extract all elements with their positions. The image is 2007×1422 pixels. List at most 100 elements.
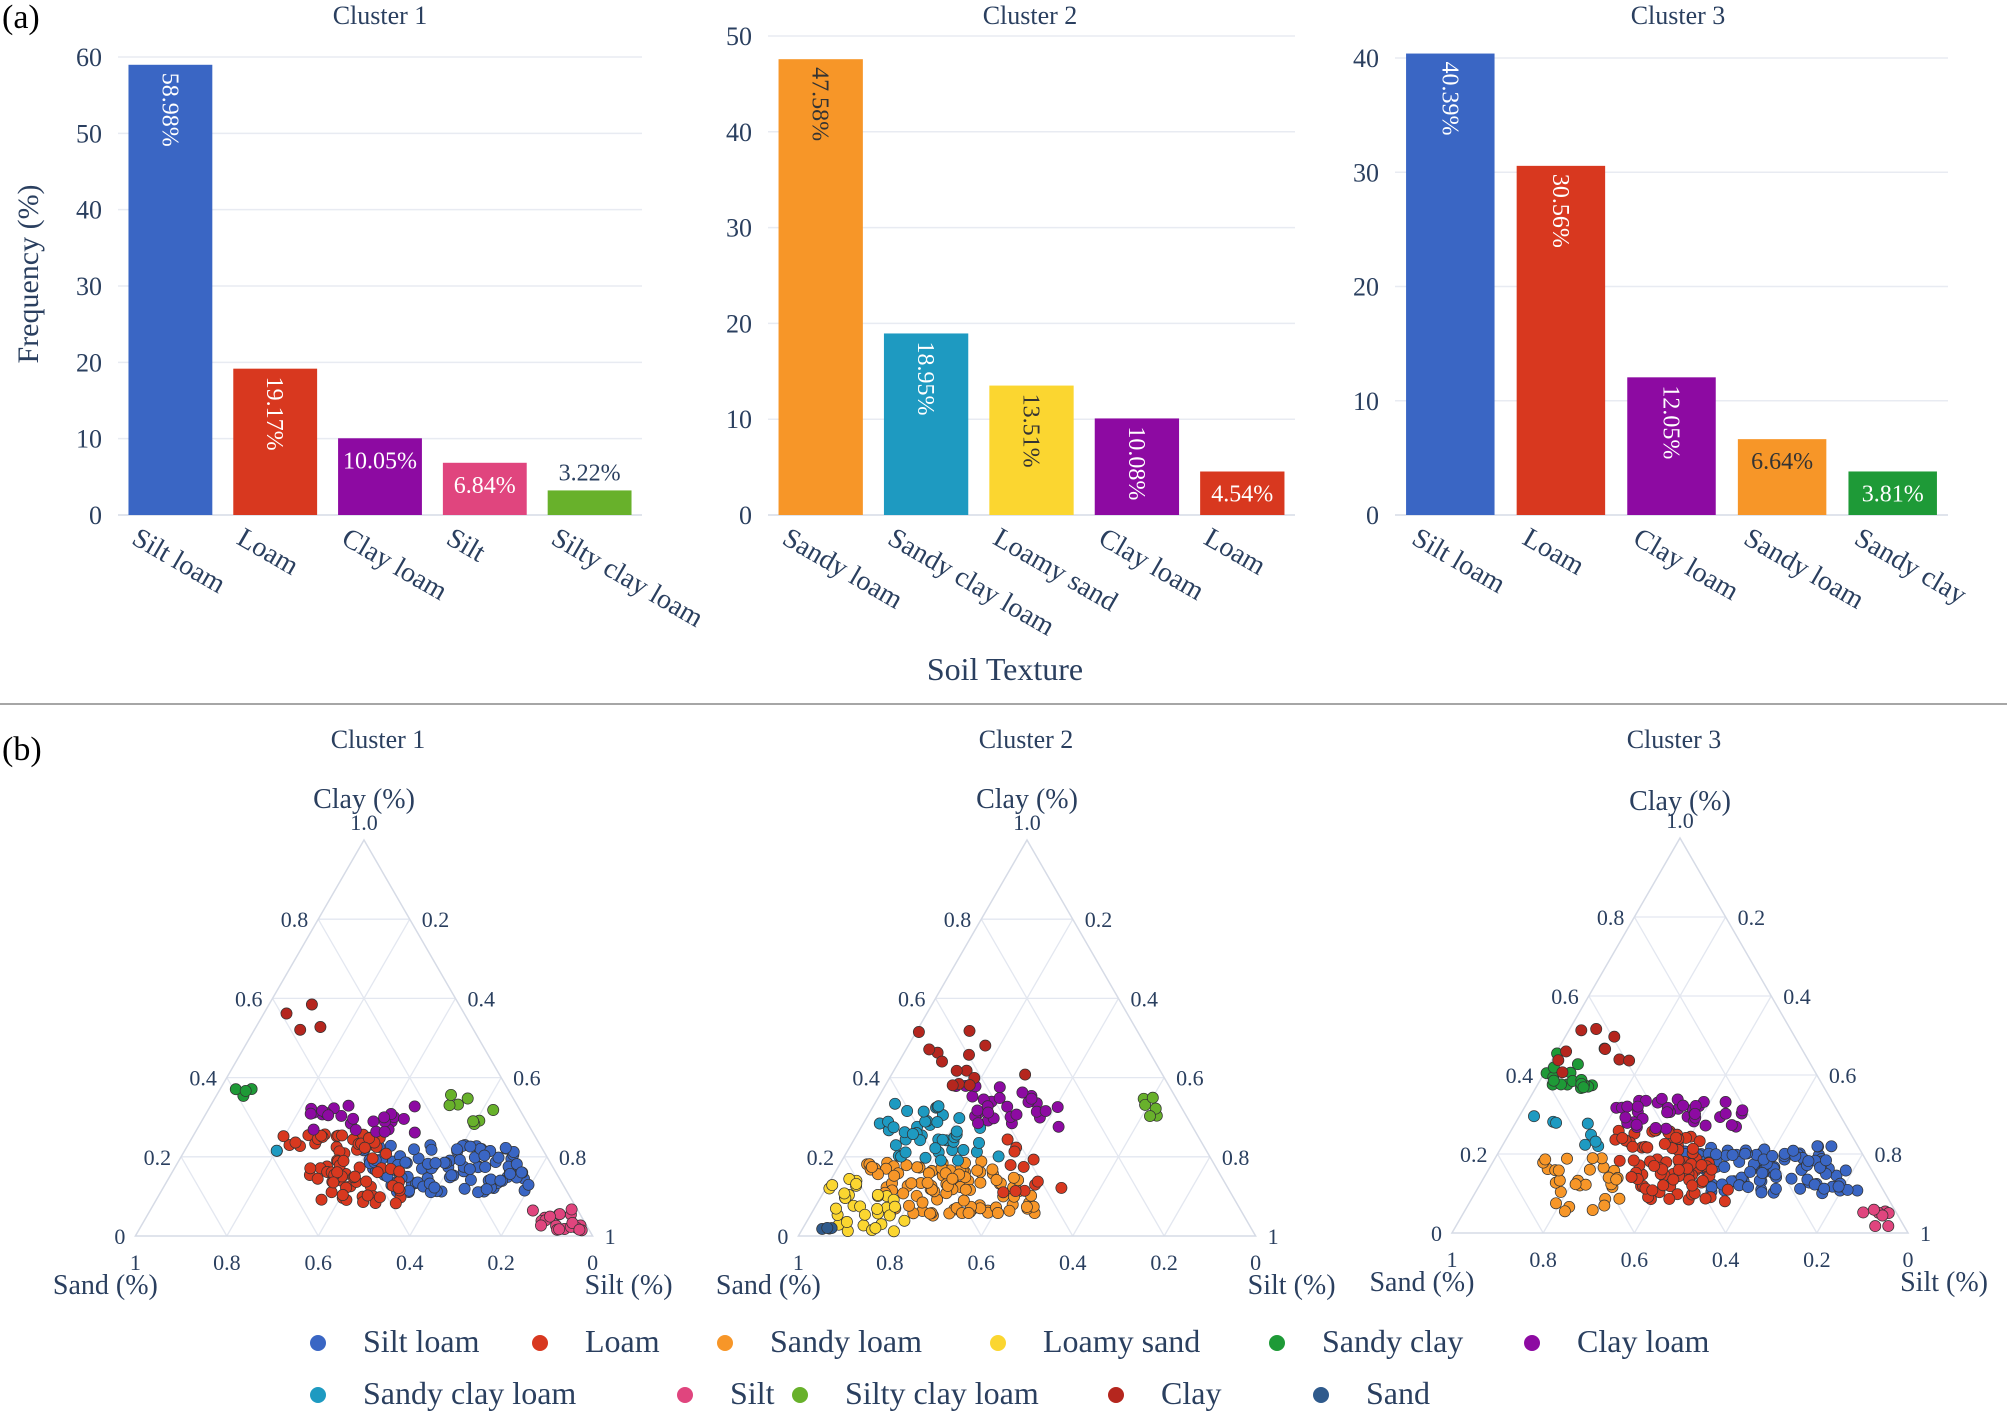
clay-tick-label: 0.2: [807, 1145, 835, 1170]
ternary-gridline: [1163, 1156, 1211, 1237]
clay-tick-label: 0.4: [189, 1066, 217, 1091]
point-loam: [1658, 1137, 1671, 1150]
point-silty-clay-loam: [1146, 1091, 1159, 1104]
point-sandy-loam: [1020, 1200, 1033, 1213]
point-silty-clay-loam: [1144, 1110, 1156, 1123]
point-silt-loam: [1818, 1182, 1831, 1195]
point-clay: [1560, 1045, 1573, 1058]
legend-marker-sandy-clay-loam: [310, 1387, 326, 1403]
point-clay-loam: [1689, 1107, 1701, 1120]
point-clay-loam: [1016, 1086, 1029, 1099]
chart-title: Cluster 3: [1631, 1, 1726, 30]
point-loam: [1695, 1159, 1708, 1172]
point-sandy-clay-loam: [953, 1112, 966, 1125]
point-loam: [358, 1141, 371, 1154]
sand-tick-label: 0: [1250, 1250, 1261, 1275]
point-loam: [1008, 1145, 1021, 1158]
clay-tick-label: 0.4: [1506, 1063, 1534, 1088]
y-tick-label: 20: [1353, 273, 1379, 302]
point-loamy-sand: [830, 1202, 842, 1215]
point-silt-loam: [494, 1174, 507, 1187]
point-sandy-loam: [1579, 1178, 1592, 1191]
point-clay-loam: [1719, 1107, 1732, 1120]
point-loam: [327, 1176, 340, 1189]
silt-axis-title: Silt (%): [585, 1270, 673, 1301]
point-loam: [392, 1182, 405, 1195]
panel-b-label: (b): [2, 731, 42, 768]
bar-loam: [1516, 165, 1606, 516]
point-loam: [1031, 1175, 1044, 1188]
point-silt-loam: [453, 1154, 466, 1166]
point-sandy-clay-loam: [1579, 1138, 1592, 1151]
point-silt-loam: [1787, 1144, 1800, 1157]
point-clay: [963, 1024, 976, 1037]
point-loam: [1648, 1159, 1661, 1172]
point-clay-loam: [1649, 1122, 1662, 1134]
silt-tick-label: 0.8: [559, 1145, 587, 1170]
sand-tick-label: 1: [793, 1250, 804, 1275]
point-sandy-loam: [1558, 1205, 1571, 1218]
point-loam: [348, 1170, 361, 1183]
clay-tick-label: 0: [777, 1224, 788, 1249]
point-sandy-loam: [1539, 1153, 1552, 1166]
point-sandy-loam: [959, 1183, 972, 1196]
point-sandy-clay-loam: [899, 1146, 912, 1159]
point-sandy-clay-loam: [1528, 1110, 1540, 1123]
point-silt-loam: [522, 1178, 535, 1191]
x-tick-label: Silty clay loam: [546, 522, 709, 634]
point-clay-loam: [1660, 1122, 1673, 1135]
point-loamy-sand: [871, 1202, 884, 1215]
point-loam: [1641, 1141, 1654, 1154]
point-sandy-loam: [962, 1207, 975, 1219]
point-sandy-clay-loam: [936, 1133, 949, 1146]
ternary-title: Cluster 3: [1627, 725, 1722, 754]
bar-loam: [233, 368, 318, 515]
point-loam: [331, 1166, 344, 1179]
point-sandy-loam: [905, 1177, 918, 1190]
x-axis-label: Soil Texture: [927, 651, 1083, 687]
point-clay: [1590, 1023, 1603, 1035]
bar-value-label: 18.95%: [912, 341, 938, 415]
clay-tick-label: 0.4: [852, 1066, 880, 1091]
point-loamy-sand: [840, 1216, 853, 1228]
y-tick-label: 0: [739, 501, 752, 530]
point-clay-loam: [347, 1112, 360, 1125]
bar-silty-clay-loam: [547, 490, 632, 515]
point-loam: [1705, 1163, 1718, 1176]
point-sandy-loam: [971, 1164, 984, 1177]
point-silt-loam: [464, 1140, 477, 1153]
point-clay-loam: [982, 1106, 995, 1119]
legend-label-clay-loam: Clay loam: [1577, 1323, 1710, 1359]
point-loam: [289, 1136, 302, 1149]
point-loam: [1646, 1184, 1659, 1197]
point-loam: [380, 1147, 393, 1160]
clay-axis-title: Clay (%): [1629, 786, 1731, 817]
point-loam: [997, 1186, 1010, 1199]
chart-title: Cluster 2: [983, 1, 1078, 30]
point-loam: [337, 1154, 350, 1167]
point-sandy-loam: [986, 1163, 999, 1176]
point-silt-loam: [504, 1167, 517, 1180]
legend-marker-clay-loam: [1524, 1335, 1540, 1351]
point-silt-loam: [515, 1166, 528, 1179]
legend-label-loamy-sand: Loamy sand: [1043, 1323, 1200, 1359]
point-loam: [366, 1152, 379, 1165]
point-clay: [305, 998, 318, 1011]
point-silt: [565, 1203, 578, 1216]
point-sandy-clay-loam: [889, 1097, 901, 1110]
point-loam: [1625, 1171, 1638, 1184]
point-sandy-loam: [1598, 1199, 1611, 1212]
point-sandy-loam: [924, 1207, 936, 1220]
point-sandy-loam: [974, 1176, 987, 1189]
point-loam: [277, 1130, 290, 1143]
point-clay-loam: [1719, 1096, 1732, 1108]
bar-silt-loam: [1406, 53, 1495, 515]
point-sandy-clay-loam: [917, 1105, 930, 1118]
clay-tick-label: 1.0: [1013, 810, 1041, 835]
point-silt-loam: [1710, 1148, 1722, 1161]
bar-sandy-clay-loam: [883, 333, 969, 515]
clay-tick-label: 0: [114, 1224, 125, 1249]
point-loam: [1663, 1192, 1676, 1205]
y-tick-label: 30: [726, 214, 752, 243]
point-silt: [1867, 1203, 1880, 1216]
